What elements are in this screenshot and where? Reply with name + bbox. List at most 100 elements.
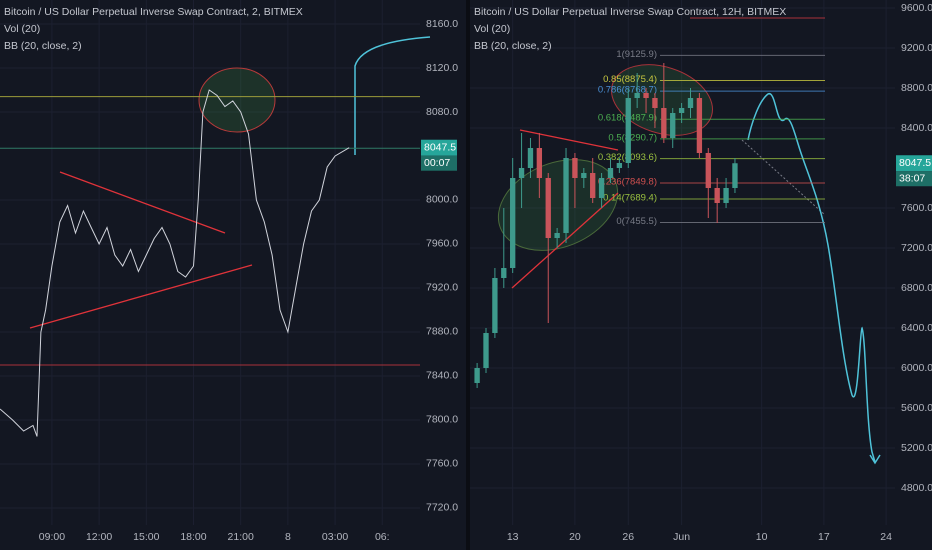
candle-body — [590, 173, 596, 198]
y-tick-label: 7800.0 — [426, 414, 458, 426]
fib-label: 0.85(8875.4) — [603, 74, 657, 85]
x-tick-label: 03:00 — [322, 531, 348, 543]
highlight-ellipse — [198, 67, 276, 133]
candle-body — [518, 168, 525, 178]
y-tick-label: 7960.0 — [426, 238, 458, 250]
y-tick-label: 8160.0 — [426, 18, 458, 30]
fib-label: 1(9125.9) — [616, 49, 657, 60]
y-tick-label: 7760.0 — [426, 458, 458, 470]
panel-divider — [466, 0, 470, 550]
candle-body — [714, 188, 720, 203]
chart-title: Bitcoin / US Dollar Perpetual Inverse Sw… — [4, 6, 303, 18]
last-price-box — [896, 155, 932, 172]
trendline — [59, 171, 226, 234]
projection-dotted — [741, 139, 826, 216]
fib-label: 0.786(8768.7) — [598, 85, 657, 96]
countdown-label: 00:07 — [424, 157, 450, 169]
x-tick-label: 17 — [818, 531, 830, 543]
candle-body — [670, 113, 676, 138]
projection-curve — [747, 93, 881, 465]
x-tick-label: 18:00 — [180, 531, 206, 543]
fib-label: 0.236(7849.8) — [598, 177, 657, 188]
trendline — [29, 264, 253, 329]
trendline — [511, 192, 619, 289]
candle-body — [483, 333, 489, 368]
chart-title: Bitcoin / US Dollar Perpetual Inverse Sw… — [474, 6, 786, 18]
y-tick-label: 9200.0 — [901, 42, 932, 54]
x-tick-label: 8 — [285, 531, 291, 543]
x-tick-label: 20 — [569, 531, 581, 543]
x-tick-label: 15:00 — [133, 531, 159, 543]
candle-body — [474, 368, 480, 383]
last-price-box — [421, 139, 457, 156]
x-tick-label: 09:00 — [39, 531, 65, 543]
y-tick-label: 8800.0 — [901, 82, 932, 94]
last-price-label: 8047.5 — [424, 142, 456, 154]
x-tick-label: 10 — [756, 531, 768, 543]
x-tick-label: 24 — [880, 531, 892, 543]
countdown-label: 38:07 — [899, 173, 925, 185]
candle-body — [696, 98, 703, 153]
candle-body — [501, 268, 507, 278]
x-tick-label: 26 — [622, 531, 634, 543]
indicator-label: BB (20, close, 2) — [474, 40, 552, 52]
candle-body — [732, 163, 738, 188]
y-tick-label: 9600.0 — [901, 2, 932, 14]
candle-body — [643, 93, 649, 98]
y-tick-label: 8080.0 — [426, 106, 458, 118]
y-tick-label: 7920.0 — [426, 282, 458, 294]
candle-body — [545, 178, 551, 238]
candle-body — [625, 98, 631, 163]
candle-body — [510, 178, 516, 268]
candle-body — [634, 93, 640, 98]
candle-body — [705, 153, 711, 188]
y-tick-label: 6400.0 — [901, 322, 932, 334]
y-tick-label: 7600.0 — [901, 202, 932, 214]
y-tick-label: 7720.0 — [426, 502, 458, 514]
y-tick-label: 6000.0 — [901, 362, 932, 374]
candle-body — [572, 158, 578, 178]
y-tick-label: 8120.0 — [426, 62, 458, 74]
candle-body — [678, 108, 685, 113]
candle-body — [581, 173, 587, 178]
trendline — [519, 129, 619, 151]
indicator-label: BB (20, close, 2) — [4, 40, 82, 52]
candle-body — [607, 168, 614, 178]
countdown-box — [421, 155, 457, 171]
y-tick-label: 8400.0 — [901, 122, 932, 134]
candle-body — [598, 178, 605, 198]
y-tick-label: 7880.0 — [426, 326, 458, 338]
x-tick-label: 21:00 — [228, 531, 254, 543]
y-tick-label: 8000.0 — [426, 194, 458, 206]
candle-body — [661, 108, 667, 138]
y-tick-label: 6800.0 — [901, 282, 932, 294]
candle-body — [687, 98, 694, 108]
last-price-label: 8047.5 — [899, 157, 931, 169]
y-tick-label: 7840.0 — [426, 370, 458, 382]
candle-body — [723, 188, 729, 203]
y-tick-label: 5600.0 — [901, 402, 932, 414]
candle-body — [554, 233, 560, 238]
x-tick-label: 13 — [507, 531, 519, 543]
candle-body — [652, 98, 658, 108]
x-tick-label: 12:00 — [86, 531, 112, 543]
price-line — [0, 89, 350, 437]
fib-label: 0.14(7689.4) — [603, 193, 657, 204]
candle-body — [492, 278, 498, 333]
fib-label: 0(7455.5) — [616, 216, 657, 227]
candle-body — [536, 148, 543, 178]
candle-body — [563, 158, 569, 233]
projection-curve — [354, 36, 431, 155]
y-tick-label: 4800.0 — [901, 482, 932, 494]
x-tick-label: Jun — [673, 531, 690, 543]
candle-body — [527, 148, 534, 168]
y-tick-label: 5200.0 — [901, 442, 932, 454]
y-tick-label: 7200.0 — [901, 242, 932, 254]
highlight-ellipse — [497, 159, 619, 251]
indicator-label: Vol (20) — [474, 23, 510, 35]
fib-label: 0.5(8290.7) — [608, 132, 657, 143]
candle-body — [616, 163, 623, 168]
x-tick-label: 06: — [375, 531, 390, 543]
countdown-box — [896, 171, 932, 187]
